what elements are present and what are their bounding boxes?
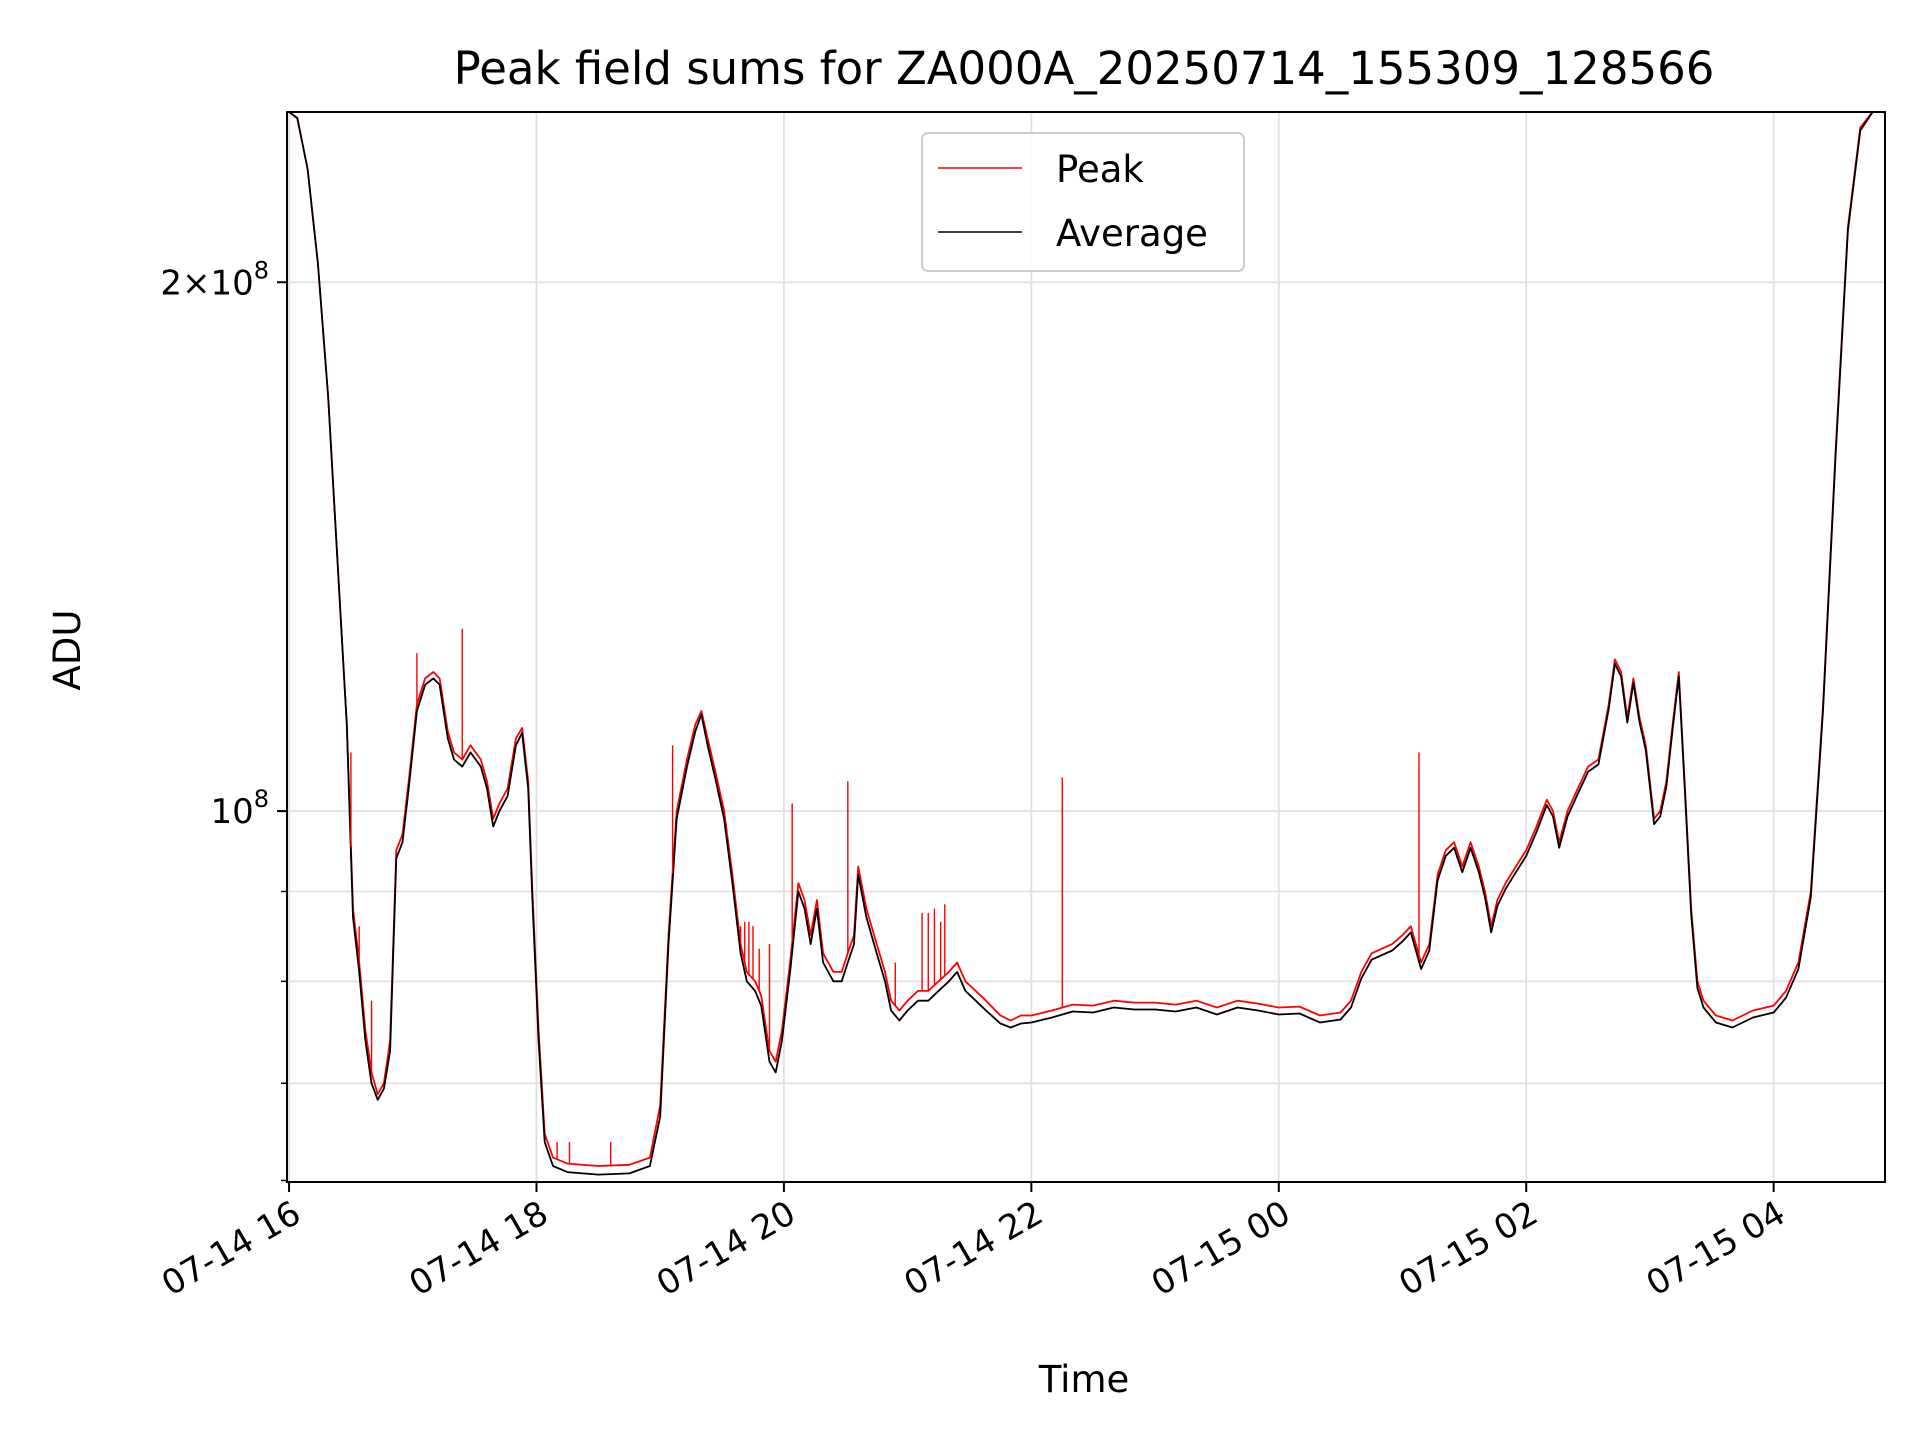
y-tick-exponent: 8 — [254, 785, 269, 813]
y-tick-coefficient: 2 — [160, 263, 182, 303]
plot-frame — [286, 111, 1886, 1183]
y-tick-label: 2×108 — [160, 256, 269, 303]
legend: Peak Average — [921, 132, 1245, 272]
chart-title: Peak field sums for ZA000A_20250714_1553… — [454, 42, 1715, 95]
y-tick-times-sign: × — [182, 263, 211, 303]
series-line-average — [288, 112, 1883, 1176]
y-tick-label: 108 — [210, 785, 269, 832]
x-axis-label: Time — [1038, 1358, 1130, 1401]
y-axis-label: ADU — [46, 610, 89, 691]
legend-average-label: Average — [1056, 212, 1208, 255]
series-line-peak — [288, 112, 1883, 1167]
y-tick-base: 10 — [210, 792, 253, 832]
grid-lines — [287, 112, 1885, 1182]
y-tick-exponent: 8 — [254, 256, 269, 284]
legend-peak-label: Peak — [1056, 148, 1144, 191]
y-tick-base: 10 — [210, 263, 253, 303]
series-layer — [288, 112, 1883, 1176]
